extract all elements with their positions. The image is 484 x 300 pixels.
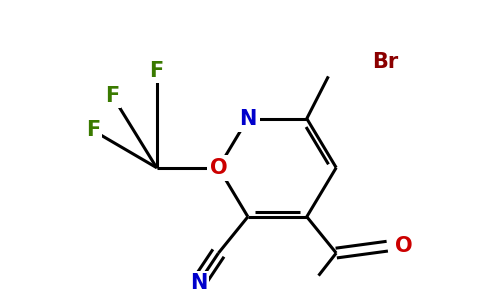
Text: F: F [106,86,120,106]
Text: F: F [150,61,164,82]
Text: O: O [210,158,227,178]
Text: F: F [86,120,100,140]
Text: N: N [190,272,208,292]
Text: N: N [239,109,257,129]
Text: Br: Br [373,52,399,72]
Text: O: O [395,236,413,256]
